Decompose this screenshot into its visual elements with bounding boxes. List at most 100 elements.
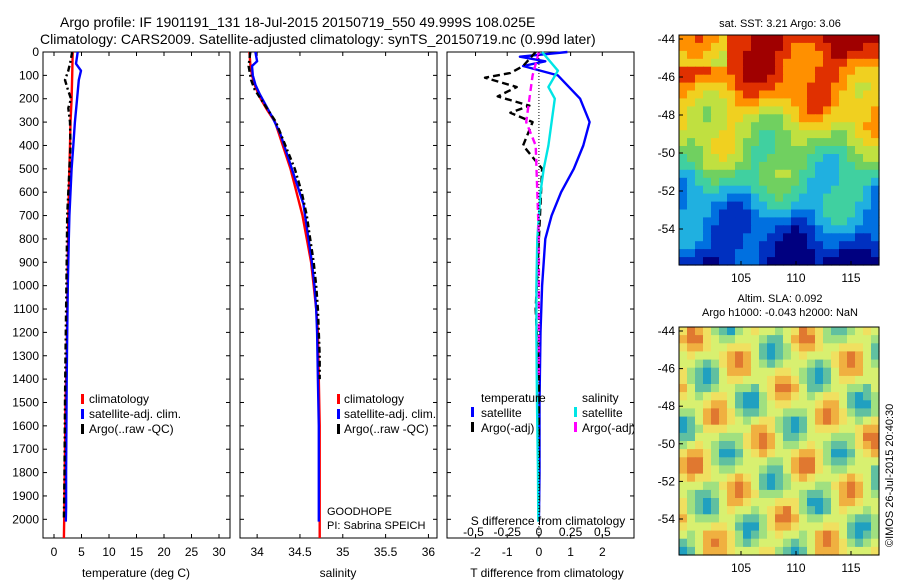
sla-cell [703, 506, 712, 515]
sla-cell [743, 392, 752, 401]
sla-cell [839, 546, 848, 556]
sla-cell [743, 400, 752, 409]
sst-cell [807, 217, 816, 226]
sst-cell [863, 106, 872, 115]
sst-cell [775, 146, 784, 155]
y-tick-label: 1500 [12, 395, 39, 409]
sla-cell [743, 489, 752, 499]
sst-cell [695, 193, 704, 203]
sla-cell [831, 424, 840, 434]
sst-cell [735, 90, 744, 99]
sst-cell [839, 249, 848, 258]
salinity-xlabel: salinity [320, 566, 357, 580]
sst-cell [719, 122, 728, 131]
sla-cell [703, 343, 712, 352]
sst-cell [839, 122, 848, 131]
sst-cell [759, 217, 768, 226]
sla-cell [679, 351, 688, 361]
sla-cell [823, 481, 832, 491]
sla-cell [751, 400, 760, 409]
sst-cell [871, 122, 880, 131]
sst-cell [783, 114, 792, 123]
sla-cell [783, 367, 792, 377]
sla-cell [735, 432, 744, 442]
sst-cell [703, 161, 712, 171]
legend-climatology: climatology [89, 392, 149, 406]
sst-cell [743, 98, 752, 107]
sla-cell [727, 489, 736, 499]
sst-cell [783, 58, 792, 68]
sst-cell [807, 106, 816, 115]
sla-cell [823, 441, 832, 450]
sst-cell [751, 74, 760, 84]
sla-cell [767, 498, 776, 507]
sla-cell [807, 359, 816, 369]
sla-cell [735, 367, 744, 377]
x-tick-label: 10 [102, 545, 116, 559]
sla-cell [751, 481, 760, 491]
sst-cell [687, 161, 696, 171]
sla-cell [687, 408, 696, 418]
sla-cell [791, 408, 800, 418]
sst-cell [727, 42, 736, 52]
sla-cell [751, 432, 760, 442]
sst-cell [855, 154, 864, 163]
sst-cell [727, 98, 736, 107]
sst-cell [839, 233, 848, 242]
sla-cell [751, 343, 760, 352]
sla-cell [719, 359, 728, 369]
sla-cell [807, 367, 816, 377]
sla-cell [871, 441, 880, 450]
sla-cell [767, 449, 776, 458]
sla-cell [839, 489, 848, 499]
sla-cell [839, 498, 848, 507]
sla-cell [703, 457, 712, 466]
sla-cell [863, 384, 872, 393]
sst-cell [727, 193, 736, 203]
sla-cell [807, 457, 816, 466]
sst-cell [871, 201, 880, 211]
sst-cell [871, 35, 880, 44]
sla-cell [831, 367, 840, 377]
sst-cell [711, 50, 720, 60]
sst-cell [847, 201, 856, 211]
sla-cell [711, 400, 720, 409]
sla-cell [695, 400, 704, 409]
sla-cell [815, 514, 824, 523]
sla-cell [703, 392, 712, 401]
sst-cell [815, 82, 824, 92]
sla-cell [783, 457, 792, 466]
sla-cell [687, 424, 696, 434]
sst-cell [799, 74, 808, 84]
sla-cell [831, 506, 840, 515]
sla-cell [711, 432, 720, 442]
sla-cell [703, 498, 712, 507]
sst-cell [727, 161, 736, 171]
sst-cell [775, 66, 784, 76]
sla-cell [687, 351, 696, 361]
sla-cell [759, 522, 768, 532]
sla-cell [863, 375, 872, 385]
sla-cell [703, 424, 712, 434]
sst-cell [799, 185, 808, 195]
sst-cell [791, 122, 800, 131]
sla-cell [695, 424, 704, 434]
sst-cell [743, 138, 752, 147]
sst-cell [863, 161, 872, 171]
sst-cell [775, 209, 784, 218]
sst-cell [775, 106, 784, 115]
legend-climatology: climatology [344, 392, 404, 406]
sst-cell [767, 130, 776, 139]
sla-cell [855, 457, 864, 466]
sla-cell [759, 400, 768, 409]
sst-cell [695, 114, 704, 123]
sla-cell [823, 465, 832, 475]
sla-cell [831, 530, 840, 540]
sst-cell [823, 82, 832, 92]
sst-cell [767, 82, 776, 92]
sla-cell [695, 473, 704, 483]
sla-cell [783, 416, 792, 426]
sla-cell [767, 522, 776, 532]
sst-cell [775, 114, 784, 123]
x-tick-label: 1 [567, 545, 574, 559]
